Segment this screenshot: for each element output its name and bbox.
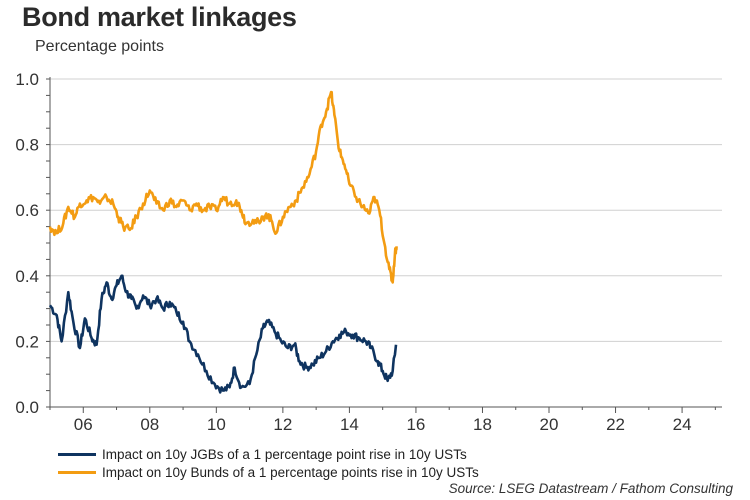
x-tick-label: 10 xyxy=(207,415,226,434)
tick-labels: 0.0 0.2 0.4 0.6 0.8 1.0 06 08 10 12 14 16 18 20 22 24 xyxy=(15,70,691,434)
y-tick-label: 0.6 xyxy=(15,201,39,220)
y-tick-label: 0.2 xyxy=(15,332,39,351)
legend-item-jgb: Impact on 10y JGBs of a 1 percentage poi… xyxy=(58,445,479,463)
chart-title: Bond market linkages xyxy=(22,2,297,32)
x-tick-label: 14 xyxy=(340,415,359,434)
x-tick-label: 20 xyxy=(540,415,559,434)
legend-swatch-bund xyxy=(58,470,96,474)
grid-lines xyxy=(50,78,722,342)
source-note: Source: LSEG Datastream / Fathom Consult… xyxy=(448,481,733,496)
series-line-jgb xyxy=(48,274,398,394)
x-tick-label: 08 xyxy=(140,415,159,434)
legend-item-bund: Impact on 10y Bunds of a 1 percentage po… xyxy=(58,463,479,481)
x-tick-label: 06 xyxy=(74,415,93,434)
axes xyxy=(46,77,722,413)
legend-label-bund: Impact on 10y Bunds of a 1 percentage po… xyxy=(102,464,479,480)
y-tick-label: 0.8 xyxy=(15,136,39,155)
series-lines xyxy=(48,90,398,394)
x-tick-label: 24 xyxy=(673,415,692,434)
x-tick-label: 22 xyxy=(606,415,625,434)
chart-subtitle: Percentage points xyxy=(35,38,164,55)
x-tick-label: 12 xyxy=(273,415,292,434)
series-line-bund xyxy=(48,90,398,284)
x-tick-label: 18 xyxy=(473,415,492,434)
legend-swatch-jgb xyxy=(58,452,96,456)
y-tick-label: 1.0 xyxy=(15,70,39,89)
legend: Impact on 10y JGBs of a 1 percentage poi… xyxy=(58,445,479,481)
y-tick-label: 0.0 xyxy=(15,398,39,417)
x-tick-label: 16 xyxy=(406,415,425,434)
legend-label-jgb: Impact on 10y JGBs of a 1 percentage poi… xyxy=(102,446,467,462)
y-tick-label: 0.4 xyxy=(15,267,39,286)
